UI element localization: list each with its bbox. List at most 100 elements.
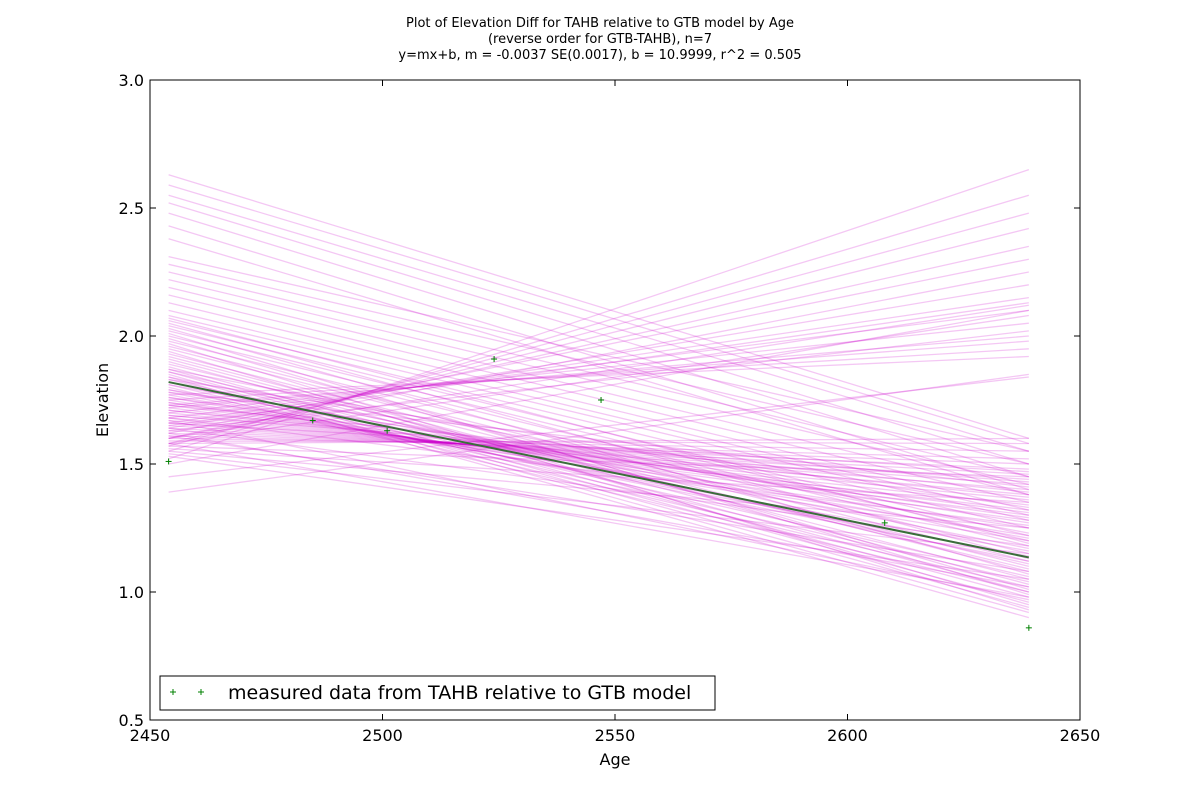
bootstrap-line-17	[168, 314, 1029, 445]
bootstrap-line-50	[168, 368, 1030, 603]
bootstrap-line-103	[168, 378, 1029, 509]
bootstrap-line-90	[168, 384, 1029, 539]
bootstrap-line-93	[168, 401, 1029, 514]
bootstrap-line-55	[168, 381, 1029, 583]
bootstrap-line-45	[168, 353, 1030, 573]
bootstrap-line-49	[168, 366, 1030, 598]
bootstrap-line-58	[168, 389, 1029, 562]
bootstrap-lines	[168, 168, 1030, 619]
bootstrap-line-96	[168, 422, 1029, 473]
bootstrap-line-87	[168, 363, 1030, 570]
bootstrap-line-63	[168, 401, 1029, 529]
bootstrap-line-72	[168, 424, 1029, 481]
bootstrap-line-31	[168, 271, 1030, 478]
bootstrap-line-68	[168, 414, 1029, 501]
bootstrap-line-41	[168, 335, 1030, 547]
x-axis-label: Age	[600, 750, 631, 769]
bootstrap-line-71	[168, 422, 1029, 486]
bootstrap-line-108	[168, 435, 1029, 573]
data-points	[165, 356, 1032, 631]
bootstrap-line-28	[168, 238, 1030, 496]
bootstrap-line-25	[168, 202, 1030, 465]
chart-title-line-3: y=mx+b, m = -0.0037 SE(0.0017), b = 10.9…	[398, 48, 801, 63]
bootstrap-line-3	[168, 227, 1030, 445]
bootstrap-line-24	[168, 194, 1030, 452]
bootstrap-line-94	[168, 409, 1029, 498]
bootstrap-line-2	[168, 212, 1030, 447]
bootstrap-line-66	[168, 409, 1029, 511]
x-axis: 2450 2500 2550 2600 2650	[130, 80, 1101, 745]
bootstrap-line-65	[168, 407, 1029, 516]
bootstrap-line-9	[168, 302, 1029, 427]
bootstrap-line-105	[168, 404, 1029, 493]
bootstrap-line-52	[168, 373, 1030, 614]
bootstrap-line-21	[168, 309, 1029, 465]
bootstrap-line-81	[168, 447, 1029, 504]
data-point-5	[881, 519, 888, 526]
x-tick-label-4: 2650	[1060, 726, 1101, 745]
fit-line-group	[168, 381, 1030, 559]
data-point-4	[598, 397, 605, 403]
legend-marker	[170, 689, 204, 695]
bootstrap-line-95	[168, 414, 1029, 483]
bootstrap-line-67	[168, 412, 1029, 506]
bootstrap-line-100	[168, 322, 1030, 560]
bootstrap-line-26	[168, 212, 1030, 478]
bootstrap-line-86	[168, 343, 1030, 611]
bootstrap-line-33	[168, 286, 1030, 496]
bootstrap-line-37	[168, 314, 1030, 521]
bootstrap-line-39	[168, 325, 1030, 537]
bootstrap-line-84	[168, 455, 1029, 580]
bootstrap-line-102	[168, 368, 1029, 534]
bootstrap-line-101	[168, 317, 1030, 544]
bootstrap-line-29	[168, 256, 1029, 452]
bootstrap-line-64	[168, 404, 1029, 521]
bootstrap-line-43	[168, 345, 1030, 562]
bootstrap-line-47	[168, 358, 1030, 585]
data-point-3	[491, 356, 498, 363]
bootstrap-line-12	[168, 335, 1029, 409]
bootstrap-line-73	[168, 427, 1029, 475]
bootstrap-line-83	[168, 453, 1029, 555]
bootstrap-line-38	[168, 320, 1030, 529]
bootstrap-line-4	[168, 245, 1029, 440]
bootstrap-line-32	[168, 279, 1030, 486]
bootstrap-line-98	[168, 332, 1030, 596]
chart-title: Plot of Elevation Diff for TAHB relative…	[398, 16, 801, 63]
bootstrap-line-10	[168, 309, 1029, 419]
bootstrap-line-70	[168, 419, 1029, 491]
bootstrap-line-1	[168, 194, 1030, 452]
bootstrap-line-16	[168, 304, 1029, 440]
bootstrap-line-53	[168, 376, 1030, 619]
legend-marker-plus-0	[170, 689, 176, 695]
bootstrap-line-82	[168, 450, 1029, 529]
bootstrap-line-109	[168, 442, 1029, 598]
bootstrap-line-23	[168, 184, 1030, 445]
bootstrap-line-18	[168, 330, 1029, 432]
x-tick-label-3: 2600	[827, 726, 868, 745]
bootstrap-line-11	[168, 322, 1029, 414]
bootstrap-line-54	[168, 378, 1029, 578]
bootstrap-line-111	[168, 419, 1029, 601]
y-tick-label-1: 1.0	[119, 583, 144, 602]
bootstrap-line-62	[168, 399, 1029, 537]
y-tick-label-0: 0.5	[119, 711, 144, 730]
chart-title-line-2: (reverse order for GTB-TAHB), n=7	[488, 32, 712, 47]
legend-box	[159, 675, 716, 711]
bootstrap-line-92	[168, 396, 1029, 519]
bootstrap-line-27	[168, 225, 1030, 491]
y-axis: 0.5 1.0 1.5 2.0 2.5 3.0	[119, 71, 1080, 730]
y-axis-label: Elevation	[93, 363, 112, 437]
bootstrap-line-88	[168, 371, 1029, 565]
fit-line	[168, 381, 1030, 559]
x-tick-label-1: 2500	[362, 726, 403, 745]
bootstrap-line-69	[168, 417, 1029, 496]
bootstrap-line-57	[168, 386, 1030, 593]
bootstrap-line-79	[168, 437, 1029, 445]
bootstrap-line-56	[168, 384, 1029, 588]
bootstrap-line-7	[168, 284, 1029, 429]
bootstrap-line-106	[168, 417, 1029, 527]
y-tick-label-4: 2.5	[119, 199, 144, 218]
bootstrap-line-97	[168, 337, 1030, 591]
